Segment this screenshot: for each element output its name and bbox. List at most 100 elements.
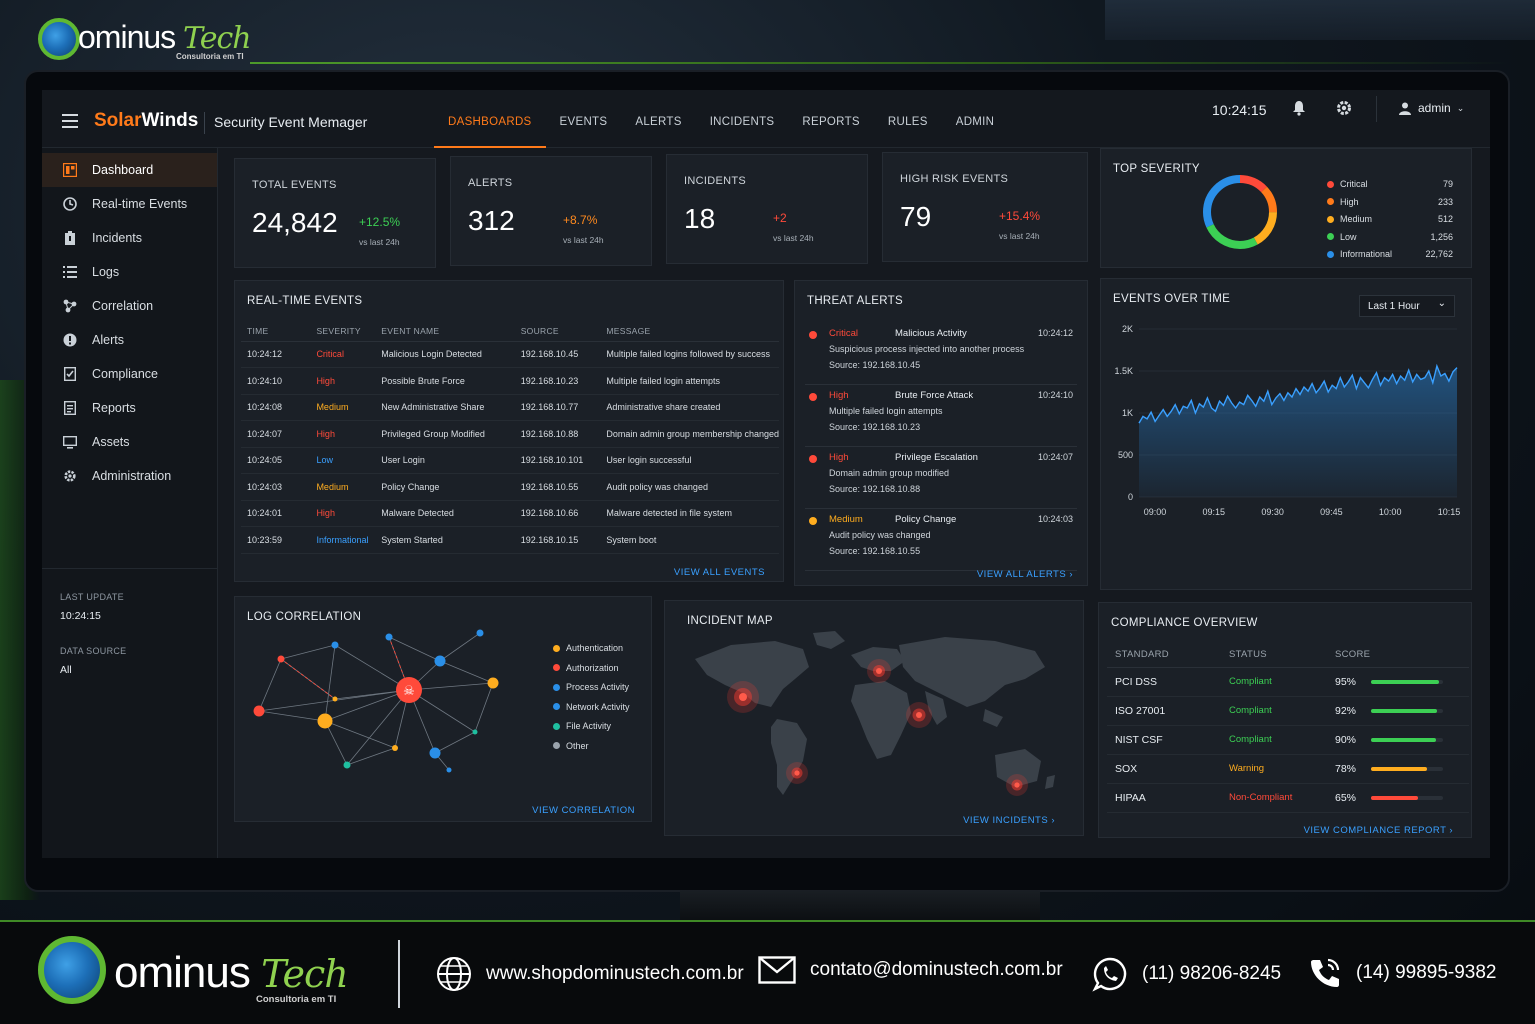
sidebar-item-dashboard[interactable]: Dashboard — [42, 153, 217, 187]
cell-message: Administrative share created — [600, 394, 779, 421]
tab-reports[interactable]: REPORTS — [802, 116, 860, 128]
x-tick-label: 09:45 — [1320, 507, 1343, 517]
sidebar-item-assets[interactable]: Assets — [42, 425, 217, 459]
view-correlation-link[interactable]: VIEW CORRELATION — [532, 805, 635, 816]
kpi-vs: vs last 24h — [359, 237, 400, 247]
table-row[interactable]: HIPAA Non-Compliant 65% — [1107, 783, 1469, 813]
threat-alert-item[interactable]: High Privilege Escalation 10:24:07 Domain a… — [805, 449, 1077, 509]
y-tick-label: 500 — [1118, 450, 1133, 460]
column-header[interactable]: SOURCE — [514, 321, 601, 342]
column-header: SCORE — [1327, 643, 1469, 668]
settings-gear-icon[interactable] — [1335, 99, 1353, 117]
table-row[interactable]: ISO 27001 Compliant 92% — [1107, 696, 1469, 726]
legend-value: 1,256 — [1430, 231, 1453, 242]
sidebar-item-realtime-events[interactable]: Real-time Events — [42, 187, 217, 221]
cell-source: 192.168.10.23 — [514, 367, 601, 395]
table-row[interactable]: 10:24:10 High Possible Brute Force 192.168.… — [241, 367, 779, 395]
alert-name: Brute Force Attack — [895, 390, 974, 401]
sidebar-item-administration[interactable]: Administration — [42, 459, 217, 493]
legend-dot — [1327, 180, 1334, 188]
threat-alert-item[interactable]: High Brute Force Attack 10:24:10 Multiple f… — [805, 387, 1077, 447]
cell-severity: Informational — [310, 526, 376, 554]
alert-severity: High — [829, 452, 849, 463]
table-row[interactable]: 10:24:05 Low User Login 192.168.10.101 User … — [241, 447, 779, 474]
view-all-events-link[interactable]: VIEW ALL EVENTS — [673, 567, 765, 578]
score-bar — [1371, 679, 1443, 684]
bell-icon[interactable] — [1292, 100, 1306, 116]
legend-label: High — [1340, 196, 1359, 207]
sidebar: Dashboard Real-time Events Incidents Log… — [42, 148, 218, 858]
table-row[interactable]: 10:24:01 High Malware Detected 192.168.10.6… — [241, 500, 779, 527]
column-header[interactable]: EVENT NAME — [375, 321, 515, 342]
table-row[interactable]: 10:24:12 Critical Malicious Login Detected… — [241, 341, 779, 368]
sidebar-item-alerts[interactable]: Alerts — [42, 323, 217, 357]
events-line — [1138, 363, 1458, 424]
alert-source: Source: 192.168.10.88 — [829, 484, 921, 494]
correlation-legend-item: Authentication — [553, 643, 623, 653]
events-over-time-chart: 0 500 1K 1.5K 2K 09:00 09:15 09:30 09:45 10:00 10:… — [1114, 324, 1460, 517]
threat-alert-item[interactable]: Medium Policy Change 10:24:03 Audit policy … — [805, 511, 1077, 571]
column-header[interactable]: SEVERITY — [310, 321, 376, 342]
alert-severity: Medium — [829, 514, 863, 525]
kpi-delta: +15.4% — [999, 209, 1041, 223]
compliance-overview-panel: COMPLIANCE OVERVIEW STANDARD STATUS SCORE … — [1098, 602, 1472, 838]
footer-whatsapp[interactable]: (11) 98206-8245 — [1092, 956, 1281, 992]
column-header[interactable]: TIME — [241, 321, 311, 342]
view-incidents-link[interactable]: VIEW INCIDENTS › — [963, 815, 1055, 826]
phone-icon — [1311, 958, 1340, 987]
data-source-value[interactable]: All — [60, 664, 72, 676]
threat-alert-item[interactable]: Critical Malicious Activity 10:24:12 Suspic… — [805, 325, 1077, 385]
sidebar-item-incidents[interactable]: Incidents — [42, 221, 217, 255]
hamburger-menu-icon[interactable] — [62, 114, 78, 128]
tab-dashboards[interactable]: DASHBOARDS — [434, 90, 546, 148]
column-header[interactable]: MESSAGE — [600, 321, 779, 342]
table-row[interactable]: 10:24:03 Medium Policy Change 192.168.10.55… — [241, 473, 779, 501]
footer-website[interactable]: www.shopdominustech.com.br — [436, 956, 744, 992]
table-row[interactable]: PCI DSS Compliant 95% — [1107, 667, 1469, 697]
tab-rules[interactable]: RULES — [887, 116, 928, 128]
user-menu[interactable]: admin ⌄ — [1398, 101, 1464, 115]
user-name: admin — [1418, 101, 1451, 115]
kpi-vs: vs last 24h — [563, 235, 604, 245]
table-row[interactable]: 10:24:08 Medium New Administrative Share 19… — [241, 394, 779, 421]
dashboard-icon — [62, 162, 78, 178]
time-range-select[interactable]: Last 1 Hour ⌄ — [1359, 295, 1455, 317]
severity-legend-item: High 233 — [1327, 197, 1453, 207]
table-row[interactable]: 10:24:07 High Privileged Group Modified 192… — [241, 420, 779, 448]
sidebar-item-reports[interactable]: Reports — [42, 391, 217, 425]
cell-time: 10:24:12 — [241, 341, 311, 368]
sidebar-item-compliance[interactable]: Compliance — [42, 357, 217, 391]
x-tick-label: 09:00 — [1144, 507, 1167, 517]
legend-label: Network Activity — [566, 701, 630, 712]
footer-divider — [398, 940, 400, 1008]
sidebar-item-correlation[interactable]: Correlation — [42, 289, 217, 323]
sidebar-item-logs[interactable]: Logs — [42, 255, 217, 289]
cell-score: 92% — [1327, 696, 1469, 726]
footer-email[interactable]: contato@dominustech.com.br — [758, 956, 1063, 984]
tab-events[interactable]: EVENTS — [559, 116, 608, 128]
tab-alerts[interactable]: ALERTS — [635, 116, 682, 128]
x-tick-label: 09:15 — [1203, 507, 1226, 517]
topbar-divider — [204, 112, 205, 134]
chevron-down-icon: ⌄ — [1456, 102, 1465, 113]
correlation-legend-item: Other — [553, 741, 589, 751]
cell-message: Multiple failed logins followed by succe… — [600, 341, 779, 368]
correlation-legend-item: Process Activity — [553, 682, 629, 692]
table-row[interactable]: 10:23:59 Informational System Started 192.1… — [241, 526, 779, 554]
footer-phone[interactable]: (14) 99895-9382 — [1308, 956, 1497, 990]
severity-legend-item: Medium 512 — [1327, 214, 1453, 224]
view-all-alerts-link[interactable]: VIEW ALL ALERTS › — [976, 569, 1073, 580]
score-bar-fill — [1371, 679, 1440, 684]
envelope-icon — [758, 956, 796, 984]
cell-message: System boot — [600, 526, 779, 554]
tab-admin[interactable]: ADMIN — [955, 116, 995, 128]
view-compliance-report-link[interactable]: VIEW COMPLIANCE REPORT › — [1303, 825, 1453, 836]
panel-title: LOG CORRELATION — [247, 611, 362, 623]
kpi-vs: vs last 24h — [999, 231, 1040, 241]
legend-label: Informational — [1340, 249, 1393, 259]
table-row[interactable]: NIST CSF Compliant 90% — [1107, 725, 1469, 755]
legend-dot — [1327, 250, 1334, 258]
table-row[interactable]: SOX Warning 78% — [1107, 754, 1469, 784]
tab-incidents[interactable]: INCIDENTS — [709, 116, 775, 128]
logs-icon — [62, 264, 78, 280]
